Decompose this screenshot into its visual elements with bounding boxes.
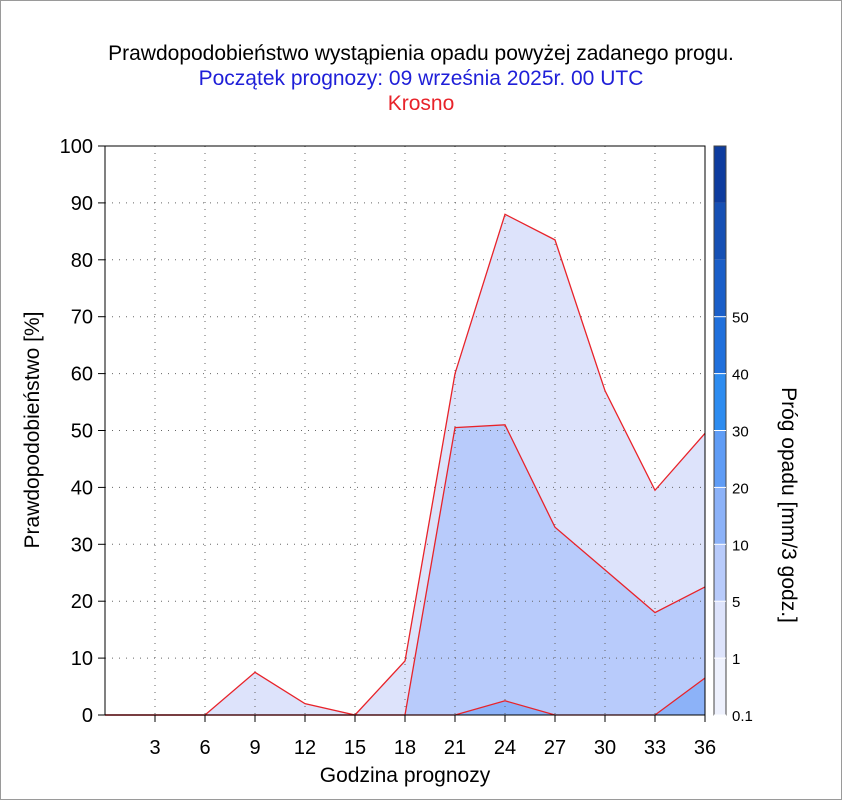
- colorbar-tick-label-1: 1: [732, 651, 740, 668]
- area-series-1: [105, 424, 705, 715]
- colorbar-tick-label-3: 10: [732, 537, 749, 554]
- x-tick-label-9: 30: [594, 737, 616, 759]
- y-tick-label-8: 80: [71, 250, 93, 272]
- colorbar-segment-4: [714, 430, 726, 488]
- colorbar-segment-8: [714, 202, 726, 260]
- y-tick-label-1: 10: [71, 648, 93, 670]
- x-tick-label-4: 15: [344, 737, 366, 759]
- y-tick-label-7: 70: [71, 307, 93, 329]
- colorbar-segment-2: [714, 544, 726, 602]
- x-tick-label-10: 33: [644, 737, 666, 759]
- colorbar-tick-label-2: 5: [732, 594, 740, 611]
- area-layer: [105, 214, 705, 715]
- x-tick-label-0: 3: [149, 737, 160, 759]
- x-tick-label-6: 21: [444, 737, 466, 759]
- chart-subtitle: Początek prognozy: 09 września 2025r. 00…: [198, 67, 644, 90]
- x-tick-label-1: 6: [199, 737, 210, 759]
- colorbar-tick-label-6: 40: [732, 367, 749, 384]
- colorbar-segment-7: [714, 259, 726, 317]
- colorbar-segment-1: [714, 601, 726, 659]
- y-tick-label-5: 50: [71, 421, 93, 443]
- colorbar-tick-label-7: 50: [732, 310, 749, 327]
- chart-title: Prawdopodobieństwo wystąpienia opadu pow…: [108, 42, 734, 65]
- y-tick-label-6: 60: [71, 364, 93, 386]
- colorbar-tick-label-5: 30: [732, 424, 749, 441]
- colorbar-tick-label-4: 20: [732, 480, 749, 497]
- colorbar-segment-0: [714, 658, 726, 715]
- y-axis-label: Prawdopodobieństwo [%]: [21, 312, 44, 549]
- y-tick-label-9: 90: [71, 193, 93, 215]
- colorbar-segment-3: [714, 487, 726, 545]
- x-tick-label-2: 9: [249, 737, 260, 759]
- colorbar: 0.1 1 5 10 20 30 40 50: [713, 145, 753, 725]
- colorbar-segment-5: [714, 373, 726, 431]
- x-tick-label-8: 27: [544, 737, 566, 759]
- y-tick-label-0: 0: [82, 705, 93, 727]
- x-axis-label: Godzina prognozy: [320, 764, 491, 787]
- y-tick-label-3: 30: [71, 534, 93, 556]
- colorbar-tick-label-0: 0.1: [732, 708, 753, 725]
- x-tick-label-11: 36: [694, 737, 716, 759]
- y-tick-label-10: 100: [60, 136, 93, 158]
- y-tick-label-4: 40: [71, 477, 93, 499]
- x-tick-label-5: 18: [394, 737, 416, 759]
- colorbar-segment-6: [714, 316, 726, 374]
- x-tick-label-7: 24: [494, 737, 516, 759]
- y-tick-label-2: 20: [71, 591, 93, 613]
- colorbar-segment-9: [714, 146, 726, 203]
- x-tick-label-3: 12: [294, 737, 316, 759]
- colorbar-label: Próg opadu [mm/3 godz.]: [777, 387, 800, 623]
- chart-location: Krosno: [387, 92, 455, 115]
